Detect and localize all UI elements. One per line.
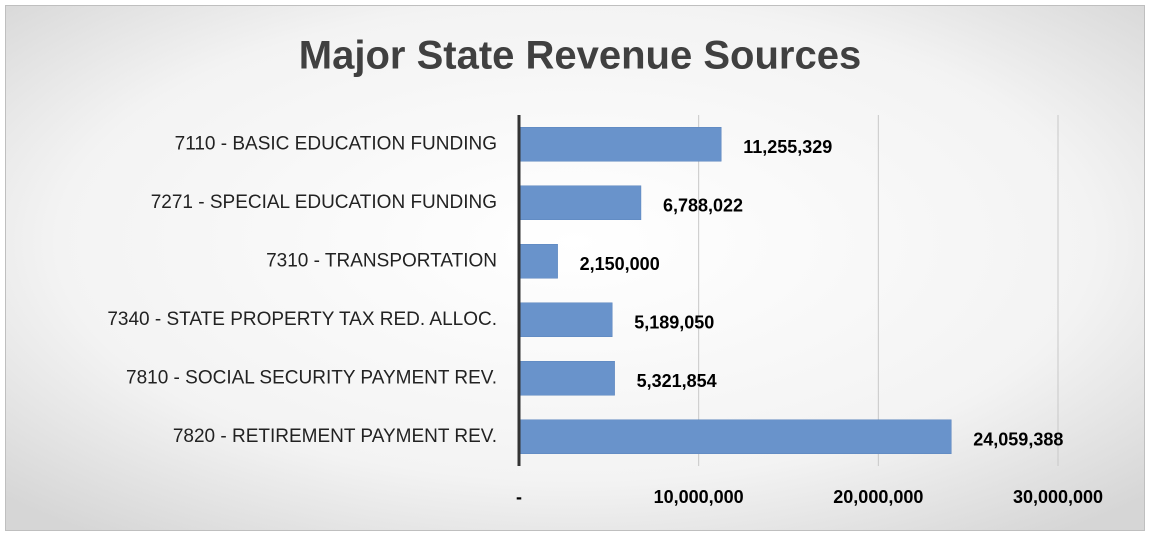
value-label: 5,321,854: [637, 371, 717, 391]
y-tick-label: 7110 - BASIC EDUCATION FUNDING: [175, 133, 497, 154]
bar: [518, 185, 642, 220]
x-tick-label: 20,000,000: [833, 487, 923, 507]
x-tick-label: -: [516, 487, 522, 507]
bar: [518, 127, 722, 162]
y-tick-label: 7271 - SPECIAL EDUCATION FUNDING: [151, 192, 497, 213]
y-tick-label: 7820 - RETIREMENT PAYMENT REV.: [173, 426, 497, 447]
x-tick-label: 30,000,000: [1013, 487, 1103, 507]
value-label: 24,059,388: [973, 430, 1063, 450]
bar: [518, 361, 615, 396]
value-label: 5,189,050: [634, 313, 714, 333]
y-tick-label: 7340 - STATE PROPERTY TAX RED. ALLOC.: [107, 309, 497, 330]
bar: [518, 244, 558, 279]
y-tick-label: 7810 - SOCIAL SECURITY PAYMENT REV.: [126, 367, 497, 388]
bar: [518, 419, 952, 454]
x-tick-label: 10,000,000: [654, 487, 744, 507]
y-tick-label: 7310 - TRANSPORTATION: [266, 250, 497, 271]
bar: [518, 302, 613, 337]
value-label: 11,255,329: [743, 137, 832, 157]
value-label: 2,150,000: [580, 254, 660, 274]
value-label: 6,788,022: [663, 196, 743, 216]
chart-title: Major State Revenue Sources: [299, 34, 861, 78]
